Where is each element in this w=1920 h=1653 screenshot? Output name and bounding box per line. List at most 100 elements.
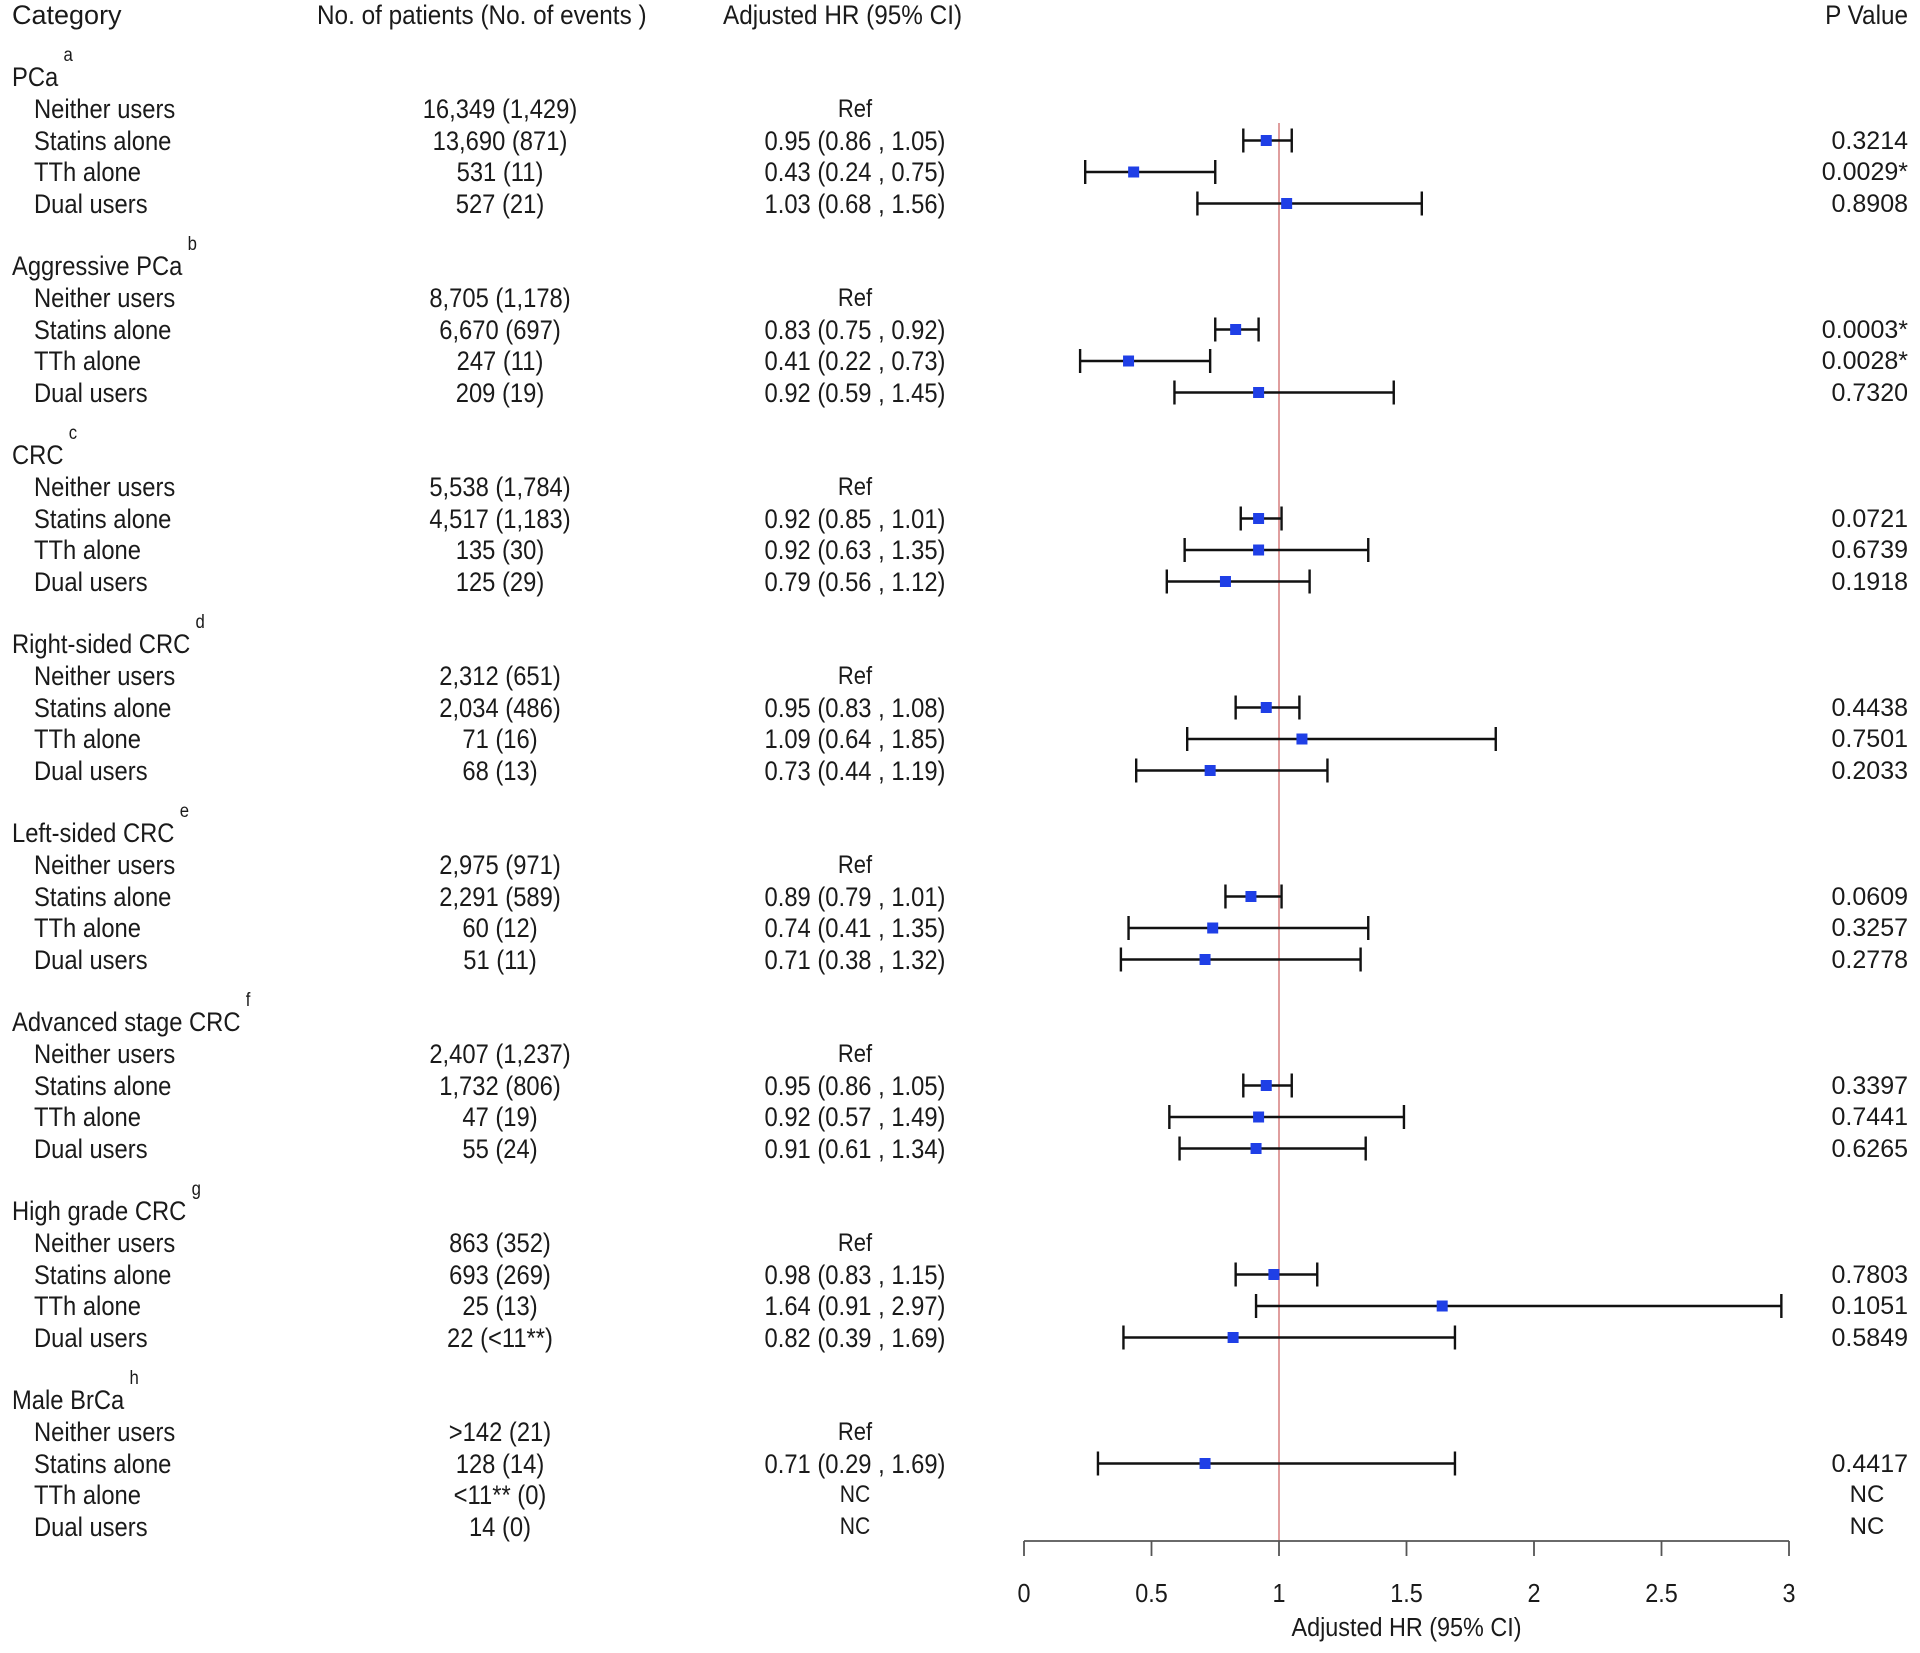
row-adjusted-hr: 1.64 (0.91 , 2.97) — [764, 1291, 946, 1321]
row-patients-events: 16,349 (1,429) — [422, 94, 578, 124]
row-patients-events: 55 (24) — [462, 1133, 538, 1164]
row-adjusted-hr: 0.92 (0.85 , 1.01) — [764, 503, 946, 534]
group-title-text: High grade CRC — [12, 1196, 187, 1226]
row-patients-events: 5,538 (1,784) — [429, 472, 571, 502]
row-category-label: TTh alone — [34, 724, 141, 754]
row-patients-events: 71 (16) — [462, 724, 538, 754]
row-adjusted-hr: 0.92 (0.59 , 1.45) — [764, 377, 946, 408]
group-title: Advanced stage CRCf — [12, 991, 250, 1037]
row-adjusted-hr: Ref — [837, 1040, 873, 1068]
row-patients-events: <11** (0) — [453, 1480, 547, 1510]
row-p-value: 0.7320 — [1831, 378, 1908, 407]
row-adjusted-hr: 0.91 (0.61 , 1.34) — [764, 1133, 946, 1164]
row-adjusted-hr: 0.98 (0.83 , 1.15) — [764, 1259, 946, 1290]
hr-point-marker — [1128, 166, 1140, 178]
x-tick-label: 1.5 — [1390, 1580, 1423, 1608]
row-patients-events: 693 (269) — [449, 1259, 551, 1290]
row-adjusted-hr: 0.43 (0.24 , 0.75) — [764, 157, 946, 187]
row-category-label: Statins alone — [34, 1070, 172, 1101]
footnote-marker: f — [245, 990, 251, 1011]
row-adjusted-hr: Ref — [837, 284, 873, 312]
row-category-label: Dual users — [34, 1511, 148, 1542]
group-title-text: Advanced stage CRC — [12, 1007, 241, 1037]
row-patients-events: 6,670 (697) — [439, 314, 561, 345]
row-patients-events: 209 (19) — [455, 377, 545, 408]
row-category-label: Neither users — [34, 661, 176, 691]
row-patients-events: 25 (13) — [462, 1291, 538, 1321]
x-tick-label: 0 — [1017, 1580, 1030, 1608]
row-adjusted-hr: 0.95 (0.86 , 1.05) — [764, 125, 946, 156]
row-category-label: Statins alone — [34, 1259, 172, 1290]
row-p-value: 0.3257 — [1831, 914, 1908, 942]
row-patients-events: 14 (0) — [468, 1511, 532, 1542]
row-patients-events: 247 (11) — [456, 346, 544, 376]
header-p-value: P Value — [1825, 0, 1908, 30]
x-tick-label: 2.5 — [1645, 1580, 1678, 1608]
row-p-value: 0.3214 — [1831, 126, 1908, 155]
row-patients-events: 60 (12) — [462, 913, 538, 943]
row-patients-events: 4,517 (1,183) — [429, 503, 571, 534]
row-category-label: Dual users — [34, 377, 148, 408]
row-category-label: Dual users — [34, 944, 148, 975]
row-p-value: 0.4417 — [1831, 1449, 1908, 1478]
row-category-label: TTh alone — [34, 157, 141, 187]
row-adjusted-hr: NC — [839, 1512, 871, 1540]
row-p-value: 0.2033 — [1831, 756, 1908, 785]
row-p-value: 0.1918 — [1831, 567, 1908, 596]
row-category-label: TTh alone — [34, 913, 141, 943]
group-title: Right-sided CRCd — [12, 613, 205, 659]
hr-point-marker — [1253, 387, 1265, 398]
row-patients-events: 22 (<11**) — [447, 1322, 553, 1353]
row-adjusted-hr: Ref — [837, 851, 873, 879]
row-category-label: Dual users — [34, 1322, 148, 1353]
row-patients-events: 128 (14) — [455, 1448, 545, 1479]
row-adjusted-hr: 1.09 (0.64 , 1.85) — [764, 724, 946, 754]
group-title: PCaa — [12, 46, 73, 92]
row-adjusted-hr: 1.03 (0.68 , 1.56) — [764, 188, 946, 219]
row-category-label: Statins alone — [34, 314, 172, 345]
group-title: Aggressive PCab — [12, 235, 197, 281]
group-title: Male BrCah — [12, 1369, 139, 1415]
row-adjusted-hr: Ref — [837, 1229, 873, 1257]
x-tick-label: 1 — [1272, 1580, 1285, 1608]
row-p-value: 0.1051 — [1831, 1292, 1908, 1320]
hr-point-marker — [1204, 765, 1216, 776]
group-title: Left-sided CRCe — [12, 802, 189, 848]
row-patients-events: 13,690 (871) — [432, 125, 568, 156]
group-title-text: Male BrCa — [12, 1385, 125, 1415]
hr-point-marker — [1281, 198, 1293, 209]
row-adjusted-hr: Ref — [837, 1418, 873, 1446]
footnote-marker: b — [187, 234, 197, 255]
row-adjusted-hr: 0.71 (0.29 , 1.69) — [764, 1448, 946, 1479]
row-p-value: NC — [1849, 1512, 1885, 1540]
row-category-label: Neither users — [34, 850, 176, 880]
row-category-label: Dual users — [34, 188, 148, 219]
row-patients-events: 863 (352) — [449, 1228, 551, 1258]
group-title: CRCc — [12, 424, 77, 470]
row-patients-events: 51 (11) — [463, 944, 537, 975]
row-adjusted-hr: 0.74 (0.41 , 1.35) — [764, 913, 946, 943]
hr-point-marker — [1199, 954, 1211, 965]
group-title: High grade CRCg — [12, 1180, 201, 1226]
row-p-value: 0.7803 — [1831, 1260, 1908, 1289]
hr-point-marker — [1207, 922, 1219, 934]
row-category-label: Dual users — [34, 566, 148, 597]
row-adjusted-hr: 0.95 (0.83 , 1.08) — [764, 692, 946, 723]
footnote-marker: c — [68, 423, 78, 444]
row-adjusted-hr: 0.79 (0.56 , 1.12) — [764, 566, 946, 597]
group-title-text: PCa — [12, 62, 59, 92]
hr-point-marker — [1199, 1458, 1211, 1469]
hr-point-marker — [1219, 576, 1231, 587]
hr-point-marker — [1253, 544, 1265, 556]
row-adjusted-hr: 0.83 (0.75 , 0.92) — [764, 314, 946, 345]
row-adjusted-hr: 0.73 (0.44 , 1.19) — [764, 755, 946, 786]
group-title-text: CRC — [12, 440, 64, 470]
hr-point-marker — [1250, 1143, 1262, 1154]
row-category-label: Statins alone — [34, 881, 172, 912]
row-category-label: Neither users — [34, 472, 176, 502]
row-p-value: 0.6739 — [1831, 536, 1908, 564]
row-adjusted-hr: 0.41 (0.22 , 0.73) — [764, 346, 946, 376]
row-patients-events: 527 (21) — [455, 188, 545, 219]
